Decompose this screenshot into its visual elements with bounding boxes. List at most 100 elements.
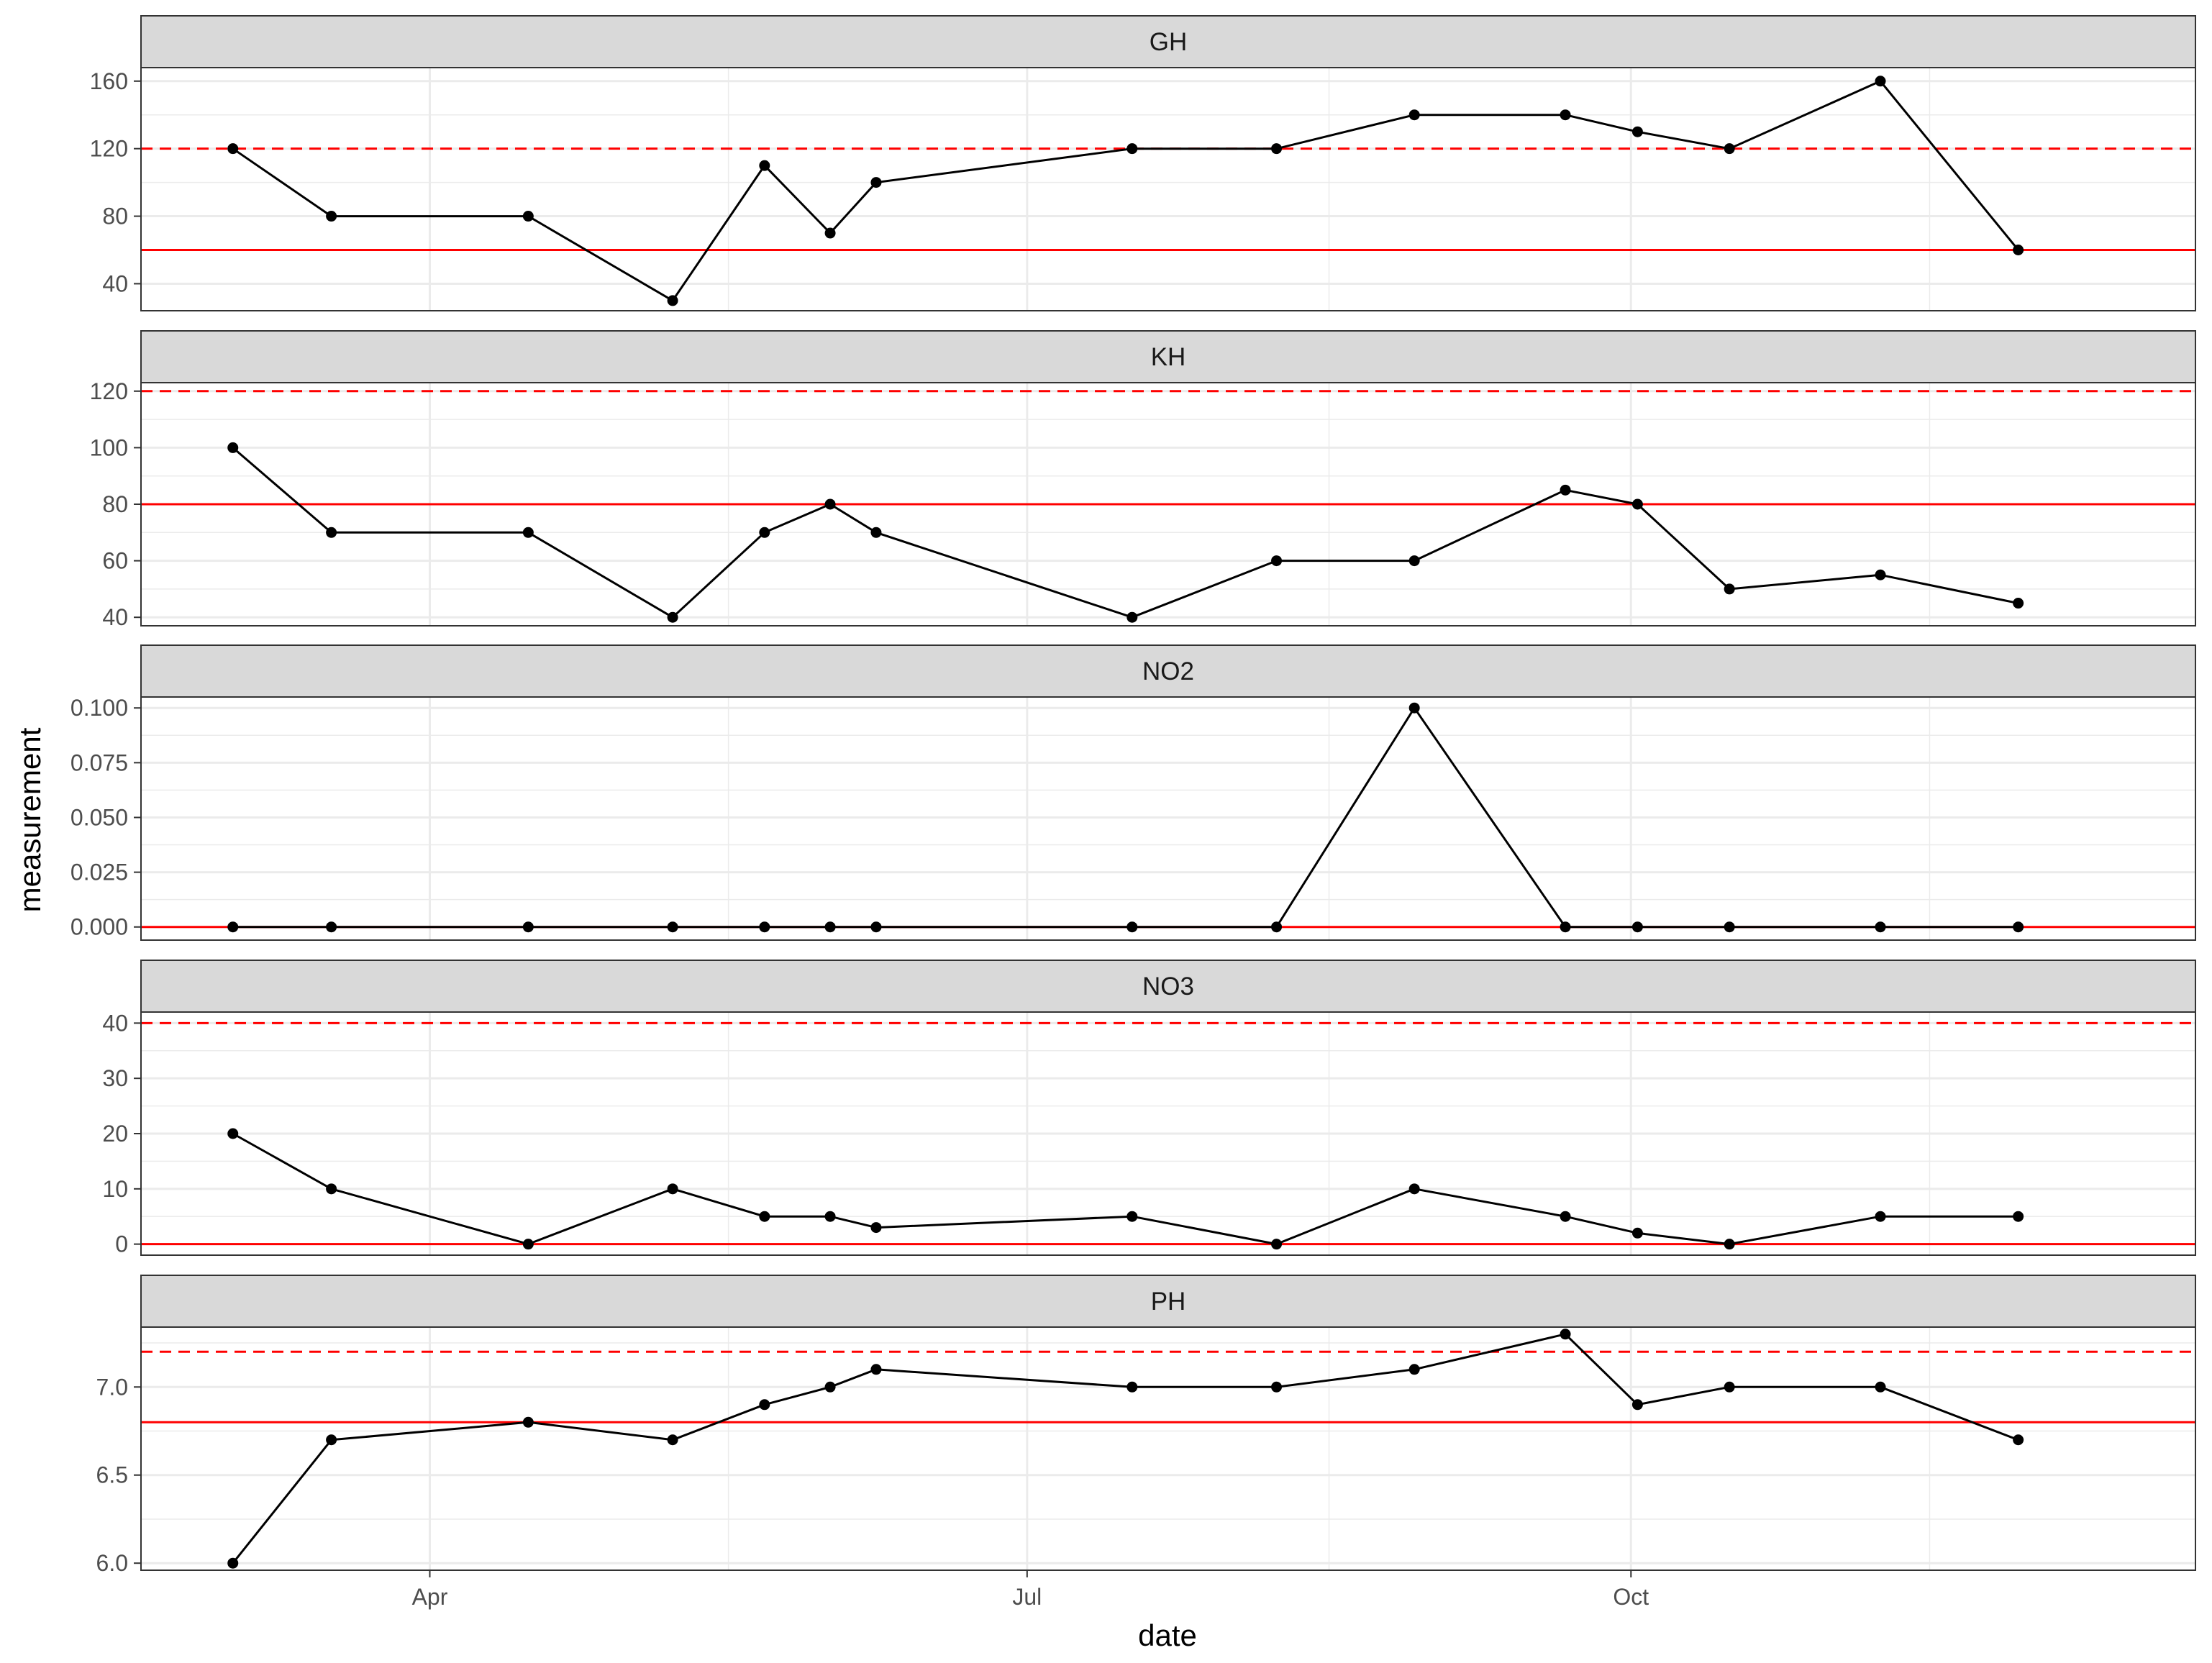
data-point bbox=[1271, 1239, 1283, 1250]
x-tick-label: Jul bbox=[1012, 1584, 1042, 1610]
data-point bbox=[227, 1128, 239, 1139]
data-point bbox=[1875, 1381, 1886, 1393]
data-point bbox=[759, 527, 770, 538]
x-axis-title: date bbox=[1138, 1618, 1197, 1652]
data-point bbox=[2013, 245, 2024, 255]
data-point bbox=[870, 527, 882, 538]
data-point bbox=[1631, 498, 1643, 510]
data-point bbox=[1724, 1239, 1735, 1250]
data-point bbox=[1271, 555, 1283, 567]
data-point bbox=[522, 921, 534, 933]
facet-strip bbox=[140, 15, 2196, 68]
data-point bbox=[2013, 921, 2024, 933]
data-point bbox=[870, 1364, 882, 1375]
data-point bbox=[667, 921, 678, 933]
data-point bbox=[759, 921, 770, 933]
facet-strip bbox=[140, 330, 2196, 383]
y-tick-label: 40 bbox=[102, 1010, 128, 1036]
panel-border bbox=[140, 696, 2196, 941]
data-point bbox=[227, 143, 239, 155]
data-point bbox=[326, 1183, 337, 1195]
facet-strip bbox=[140, 1275, 2196, 1328]
data-point bbox=[1631, 1399, 1643, 1411]
facet-kh: KH 40 60 80 100 120 bbox=[90, 330, 2196, 630]
panel-background bbox=[141, 68, 2195, 311]
y-tick-label: 20 bbox=[102, 1121, 128, 1147]
panel-border bbox=[140, 1326, 2196, 1571]
data-point bbox=[2013, 1434, 2024, 1446]
data-point bbox=[870, 921, 882, 933]
data-point bbox=[1408, 109, 1420, 121]
y-tick-label: 0.075 bbox=[70, 750, 128, 775]
data-point bbox=[326, 921, 337, 933]
data-point bbox=[870, 1222, 882, 1234]
y-tick-label: 0.000 bbox=[70, 914, 128, 940]
data-point bbox=[824, 1381, 836, 1393]
y-tick-label: 120 bbox=[90, 136, 128, 162]
data-point bbox=[1560, 921, 1571, 933]
data-point bbox=[870, 177, 882, 188]
data-point bbox=[1631, 1227, 1643, 1239]
y-tick-label: 0.025 bbox=[70, 860, 128, 885]
panel-background bbox=[141, 1327, 2195, 1570]
facet-strip-label: NO2 bbox=[1142, 657, 1194, 685]
facet-panels: GH4080120160KH406080100120NO20.0000.0250… bbox=[70, 15, 2196, 1576]
data-point bbox=[1875, 76, 1886, 87]
data-point bbox=[1127, 1381, 1138, 1393]
data-point bbox=[227, 921, 239, 933]
data-point bbox=[326, 527, 337, 538]
y-tick-label: 160 bbox=[90, 68, 128, 94]
data-point bbox=[1631, 126, 1643, 137]
data-point bbox=[1271, 143, 1283, 155]
data-point bbox=[824, 921, 836, 933]
data-point bbox=[1724, 921, 1735, 933]
y-tick-label: 80 bbox=[102, 491, 128, 517]
panel-border bbox=[140, 67, 2196, 311]
y-tick-label: 6.5 bbox=[96, 1462, 128, 1488]
y-tick-label: 60 bbox=[102, 548, 128, 574]
data-point bbox=[2013, 1211, 2024, 1222]
data-point bbox=[1560, 109, 1571, 121]
data-point bbox=[667, 1434, 678, 1446]
y-tick-label: 10 bbox=[102, 1176, 128, 1202]
facet-strip bbox=[140, 960, 2196, 1013]
data-point bbox=[1724, 1381, 1735, 1393]
data-point bbox=[1271, 921, 1283, 933]
y-tick-label: 30 bbox=[102, 1065, 128, 1091]
facet-strip-label: PH bbox=[1151, 1288, 1186, 1316]
data-point bbox=[824, 227, 836, 239]
data-point bbox=[1560, 1329, 1571, 1340]
data-point bbox=[1271, 1381, 1283, 1393]
data-point bbox=[667, 611, 678, 623]
y-tick-label: 0.050 bbox=[70, 804, 128, 830]
data-point bbox=[824, 1211, 836, 1222]
data-point bbox=[326, 1434, 337, 1446]
data-point bbox=[1127, 921, 1138, 933]
data-point bbox=[1127, 611, 1138, 623]
facet-no3: NO3 0 10 20 30 40 bbox=[102, 960, 2196, 1257]
facet-strip-label: KH bbox=[1151, 343, 1186, 371]
data-point bbox=[1875, 569, 1886, 580]
y-tick-label: 0 bbox=[115, 1231, 128, 1257]
data-point bbox=[1408, 702, 1420, 714]
data-point bbox=[227, 1557, 239, 1569]
data-point bbox=[326, 211, 337, 222]
facet-ph: PH 6.0 6.5 7.0 bbox=[96, 1275, 2196, 1576]
data-point bbox=[522, 1239, 534, 1250]
data-point bbox=[522, 211, 534, 222]
data-point bbox=[759, 1399, 770, 1411]
data-point bbox=[1724, 583, 1735, 595]
x-tick-label: Oct bbox=[1613, 1584, 1649, 1610]
y-tick-label: 80 bbox=[102, 204, 128, 229]
y-tick-label: 40 bbox=[102, 270, 128, 296]
data-point bbox=[522, 1416, 534, 1428]
y-tick-label: 0.100 bbox=[70, 695, 128, 721]
data-point bbox=[759, 1211, 770, 1222]
data-point bbox=[759, 160, 770, 171]
data-point bbox=[1631, 921, 1643, 933]
data-point bbox=[1408, 1364, 1420, 1375]
y-tick-label: 100 bbox=[90, 434, 128, 460]
data-point bbox=[1127, 143, 1138, 155]
facet-strip-label: GH bbox=[1150, 28, 1188, 56]
y-tick-label: 7.0 bbox=[96, 1374, 128, 1400]
